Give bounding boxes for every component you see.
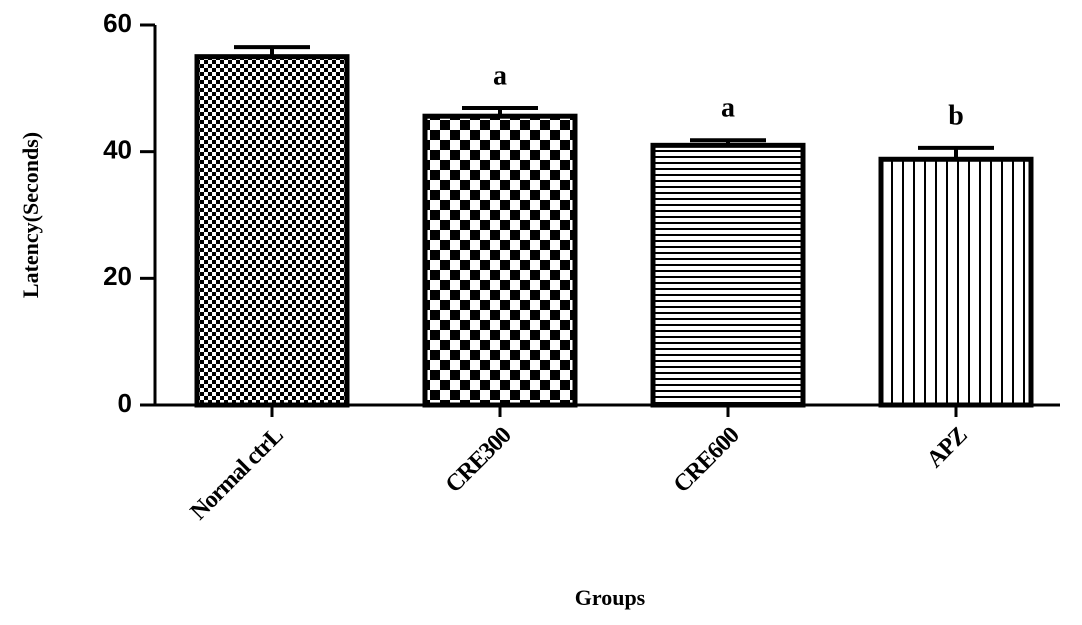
x-tick-label: Normal ctrL bbox=[186, 423, 289, 526]
y-tick-label: 0 bbox=[118, 388, 132, 418]
x-tick-label: APZ bbox=[922, 423, 972, 473]
annotation: a bbox=[493, 60, 507, 91]
bar bbox=[878, 156, 1034, 408]
y-tick-label: 20 bbox=[103, 261, 132, 291]
x-axis-label: Groups bbox=[575, 585, 646, 610]
y-tick-label: 60 bbox=[103, 8, 132, 38]
y-axis-label: Latency(Seconds) bbox=[18, 132, 43, 298]
annotation: b bbox=[948, 100, 964, 131]
x-tick-label: CRE600 bbox=[669, 422, 745, 498]
x-tick-label: CRE300 bbox=[441, 422, 517, 498]
y-tick-label: 40 bbox=[103, 135, 132, 165]
bar bbox=[194, 54, 350, 408]
annotation: a bbox=[721, 93, 735, 124]
bar bbox=[422, 113, 578, 408]
bar bbox=[650, 142, 806, 408]
